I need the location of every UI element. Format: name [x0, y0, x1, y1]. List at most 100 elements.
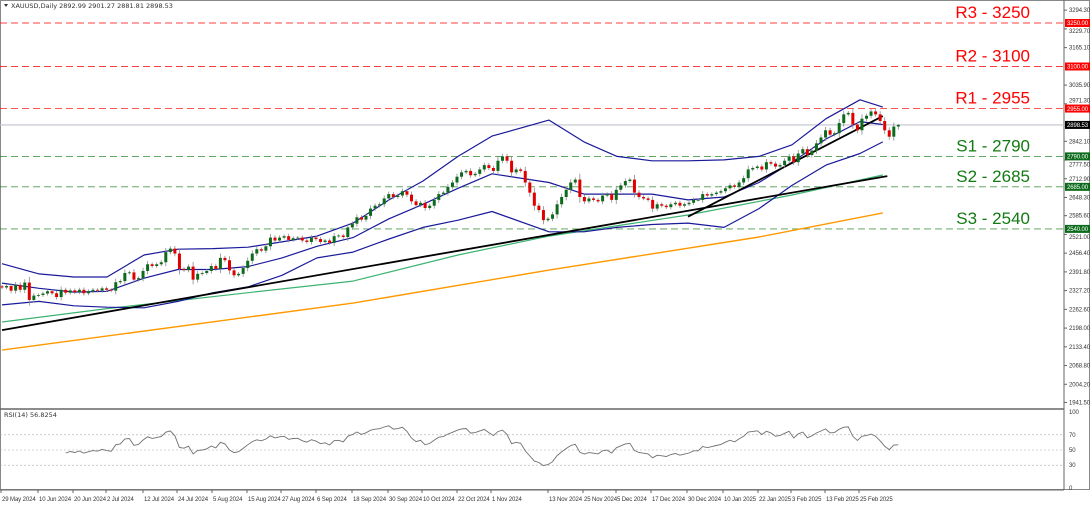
- x-axis-label: 15 Aug 2024: [248, 497, 281, 503]
- candle: [705, 192, 709, 198]
- candle: [755, 164, 759, 170]
- candle-body: [268, 237, 272, 247]
- candle: [296, 236, 300, 240]
- candle: [309, 235, 313, 245]
- rsi-axis-label: 30: [1069, 463, 1076, 469]
- x-axis-label: 6 Sep 2024: [317, 497, 347, 503]
- candle: [628, 177, 632, 183]
- candle-body: [141, 270, 145, 279]
- candle-body: [114, 282, 118, 291]
- candle-body: [514, 169, 518, 173]
- candle-body: [319, 239, 322, 242]
- candle: [86, 289, 90, 296]
- candle: [642, 195, 646, 201]
- candle-body: [150, 264, 154, 267]
- candle: [200, 271, 204, 276]
- candle: [155, 262, 159, 268]
- candle: [660, 202, 664, 208]
- close-value: 2898.53: [146, 2, 173, 10]
- candle-body: [14, 284, 18, 291]
- candle-body: [505, 156, 509, 161]
- trendline-short: [687, 115, 884, 218]
- candle-body: [596, 199, 600, 202]
- candle: [123, 269, 127, 285]
- candle-body: [646, 198, 650, 200]
- rsi-axis-label: 70: [1069, 433, 1076, 439]
- candle-body: [664, 205, 668, 208]
- candle-body: [64, 289, 68, 293]
- candle: [18, 282, 22, 293]
- candle: [23, 279, 27, 294]
- price-tag: [1065, 62, 1090, 71]
- candle: [9, 283, 13, 294]
- candle-body: [651, 199, 655, 209]
- moving-average-green: [1, 174, 883, 323]
- candle-body: [400, 191, 404, 196]
- candle-body: [287, 236, 291, 240]
- candle: [869, 108, 873, 119]
- y-axis-label: 2712.90: [1069, 177, 1090, 183]
- candle-body: [396, 195, 400, 197]
- candle-body: [573, 179, 577, 183]
- y-axis-label: 3035.90: [1069, 83, 1090, 89]
- y-axis-label: 2262.60: [1069, 307, 1090, 313]
- candle-body: [774, 163, 777, 167]
- candle-body: [109, 289, 113, 291]
- candle-body: [36, 295, 40, 296]
- candle-body: [59, 289, 63, 298]
- y-axis-label: 2391.80: [1069, 270, 1090, 276]
- candle: [874, 109, 878, 117]
- price-tag: [1065, 19, 1090, 27]
- candle-body: [769, 162, 773, 164]
- y-axis-label: 2198.00: [1069, 326, 1090, 332]
- candle: [692, 197, 696, 205]
- candle-body: [696, 199, 700, 201]
- candle: [651, 196, 655, 213]
- candle: [300, 235, 304, 243]
- candle: [319, 236, 322, 245]
- candle-body: [892, 126, 896, 137]
- y-axis-label: 2327.20: [1069, 289, 1090, 295]
- candle-body: [341, 235, 345, 238]
- candle: [478, 166, 482, 177]
- candle-body: [218, 257, 222, 269]
- candle: [159, 260, 163, 267]
- candle-body: [278, 237, 282, 241]
- candle: [865, 113, 868, 121]
- candle-body: [100, 288, 104, 291]
- y-axis-label: 2648.30: [1069, 195, 1090, 201]
- candle-body: [874, 111, 878, 115]
- candle: [460, 169, 464, 180]
- x-axis-label: 25 Nov 2024: [584, 497, 618, 503]
- candle-body: [0, 286, 4, 288]
- y-axis-label: 3229.70: [1069, 29, 1090, 35]
- bollinger-upper: [1, 99, 883, 278]
- candle: [55, 290, 59, 300]
- candle: [551, 211, 555, 222]
- candle: [382, 195, 386, 208]
- candle: [391, 191, 395, 200]
- candle-body: [196, 273, 200, 280]
- candle: [819, 134, 823, 147]
- candle-body: [869, 111, 873, 116]
- candle: [250, 250, 254, 265]
- y-axis-label: 2971.30: [1069, 99, 1090, 105]
- candle: [796, 149, 800, 166]
- candle-body: [9, 286, 13, 291]
- candle: [878, 111, 882, 125]
- candle-body: [41, 293, 45, 296]
- dropdown-triangle-icon[interactable]: [4, 4, 8, 7]
- candle-body: [737, 182, 741, 187]
- candle: [50, 289, 54, 296]
- level-label: S3 - 2540: [956, 209, 1030, 228]
- candle-body: [523, 170, 527, 183]
- candle-body: [628, 179, 632, 182]
- candle: [405, 188, 409, 197]
- candle: [855, 121, 859, 134]
- y-axis-label: 2585.60: [1069, 214, 1090, 220]
- candle: [41, 291, 45, 297]
- x-axis-label: 2 Jul 2024: [107, 497, 134, 503]
- level-label: S1 - 2790: [956, 136, 1030, 155]
- x-axis-label: 3 Feb 2025: [792, 497, 822, 503]
